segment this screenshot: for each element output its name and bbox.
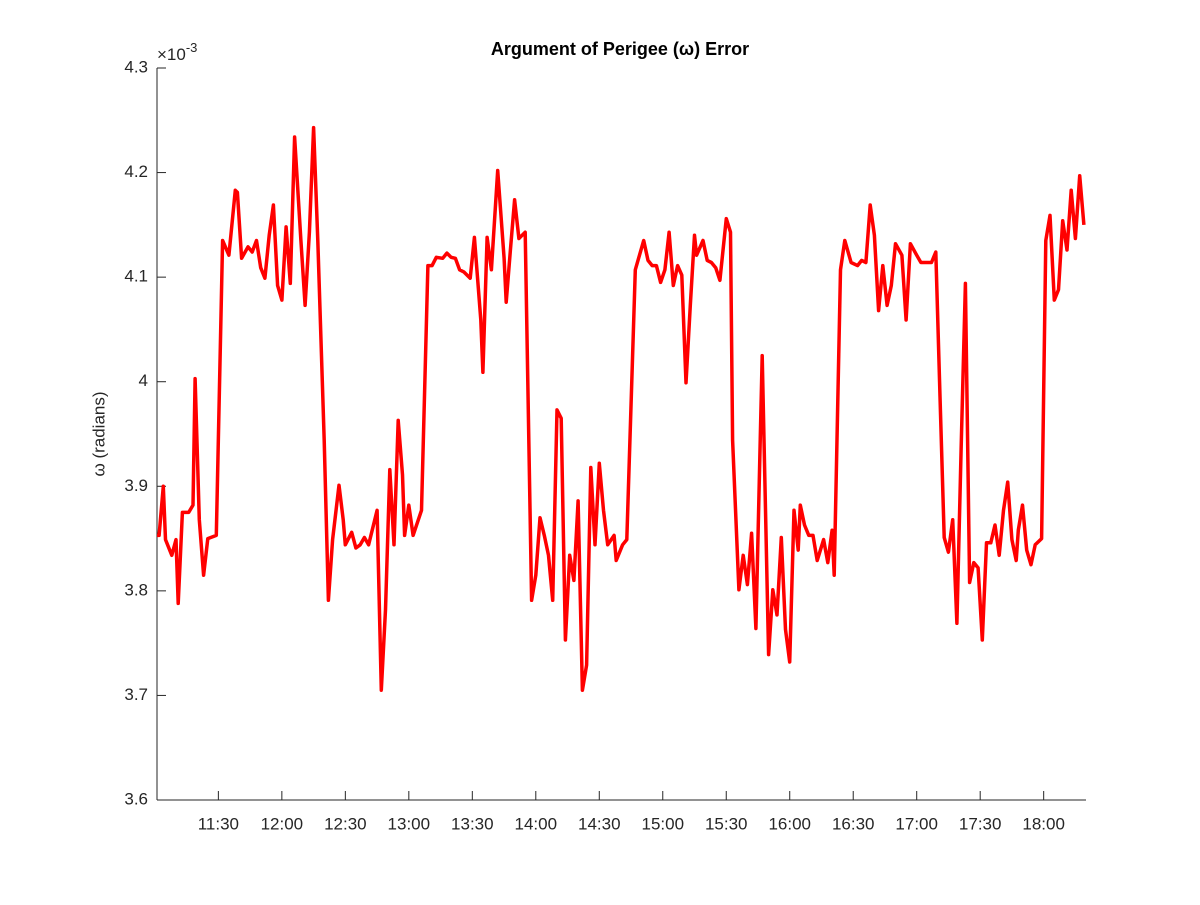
x-tick-label: 17:30 (959, 814, 1002, 833)
y-tick-label: 4 (139, 371, 148, 390)
x-tick-label: 15:00 (641, 814, 684, 833)
y-tick-label: 4.3 (124, 57, 148, 76)
y-tick-label: 3.9 (124, 476, 148, 495)
x-tick-label: 14:30 (578, 814, 621, 833)
x-tick-label: 15:30 (705, 814, 748, 833)
y-tick-label: 4.1 (124, 267, 148, 286)
y-multiplier-base: ×10 (157, 45, 186, 64)
x-tick-label: 14:00 (515, 814, 558, 833)
x-tick-label: 16:30 (832, 814, 875, 833)
y-axis-label: ω (radians) (89, 391, 108, 476)
x-tick-label: 12:30 (324, 814, 367, 833)
data-line (157, 125, 1086, 692)
x-tick-label: 16:00 (768, 814, 811, 833)
x-tick-label: 12:00 (261, 814, 304, 833)
chart-title: Argument of Perigee (ω) Error (491, 39, 749, 59)
x-tick-label: 13:00 (388, 814, 431, 833)
y-tick-label: 3.6 (124, 789, 148, 808)
y-tick-label: 3.7 (124, 685, 148, 704)
y-multiplier: ×10-3 (157, 40, 197, 64)
x-tick-label: 18:00 (1022, 814, 1065, 833)
x-tick-label: 11:30 (198, 814, 239, 833)
y-multiplier-exponent: -3 (186, 40, 198, 55)
x-tick-label: 17:00 (895, 814, 938, 833)
x-tick-label: 13:30 (451, 814, 494, 833)
y-tick-label: 4.2 (124, 162, 148, 181)
y-tick-label: 3.8 (124, 580, 148, 599)
